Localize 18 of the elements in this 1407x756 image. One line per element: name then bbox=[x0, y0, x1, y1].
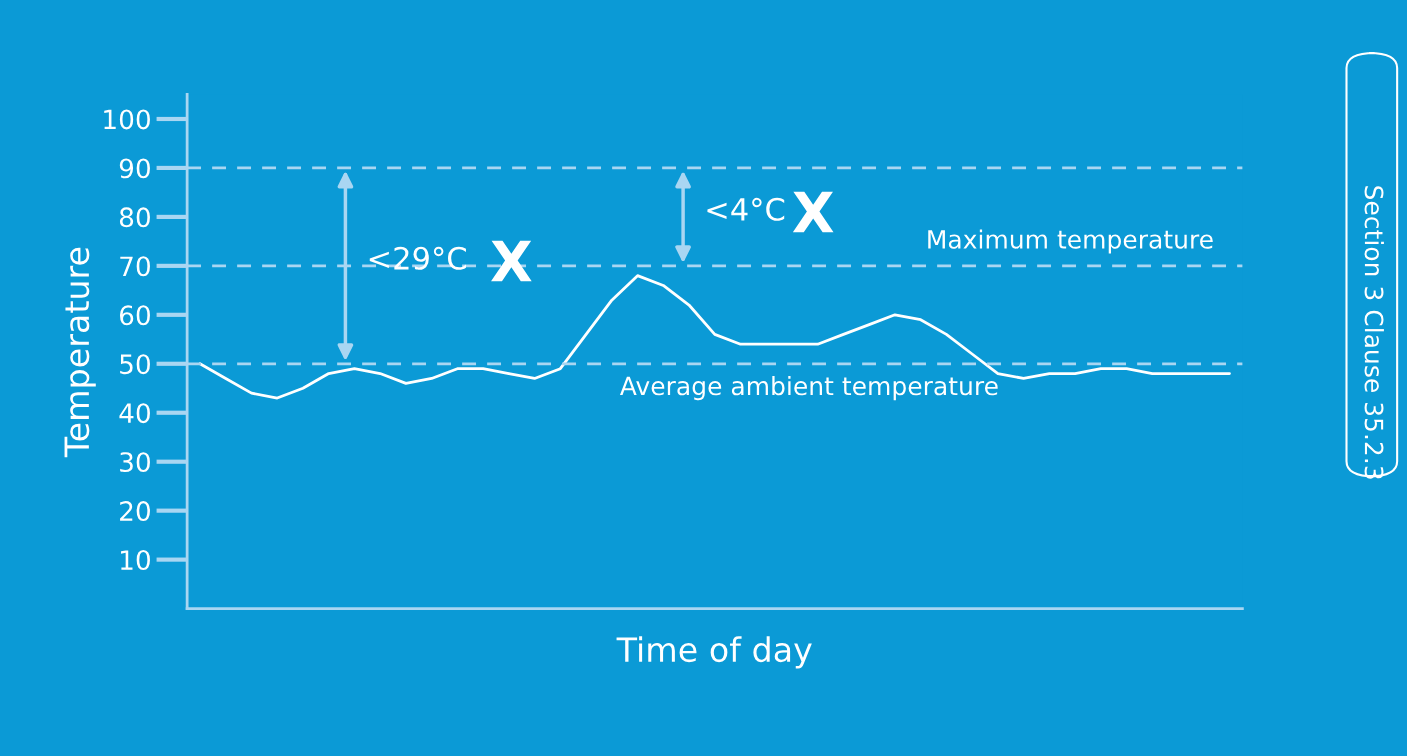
y-tick-label: 50 bbox=[120, 354, 150, 375]
annotation: X bbox=[792, 191, 834, 233]
y-tick-label: 70 bbox=[120, 256, 150, 277]
x-axis-title: Time of day bbox=[616, 636, 812, 669]
annotation: <29°C bbox=[369, 246, 466, 270]
y-tick-label: 100 bbox=[104, 109, 150, 130]
ref-line-label: Maximum temperature bbox=[928, 229, 1213, 254]
y-tick-label: 40 bbox=[119, 403, 150, 424]
y-axis-title: Temperature bbox=[64, 247, 96, 458]
y-tick-label: 60 bbox=[119, 305, 150, 326]
y-tick-label: 10 bbox=[121, 550, 150, 571]
y-tick-label: 90 bbox=[119, 158, 150, 179]
ref-line-label: Average ambient temperature bbox=[619, 376, 998, 401]
y-tick-label: 80 bbox=[119, 207, 150, 228]
annotation: X bbox=[491, 240, 532, 282]
y-tick-label: 30 bbox=[120, 452, 150, 473]
annotation: <4°C bbox=[707, 197, 785, 221]
y-tick-label: 20 bbox=[120, 501, 150, 522]
